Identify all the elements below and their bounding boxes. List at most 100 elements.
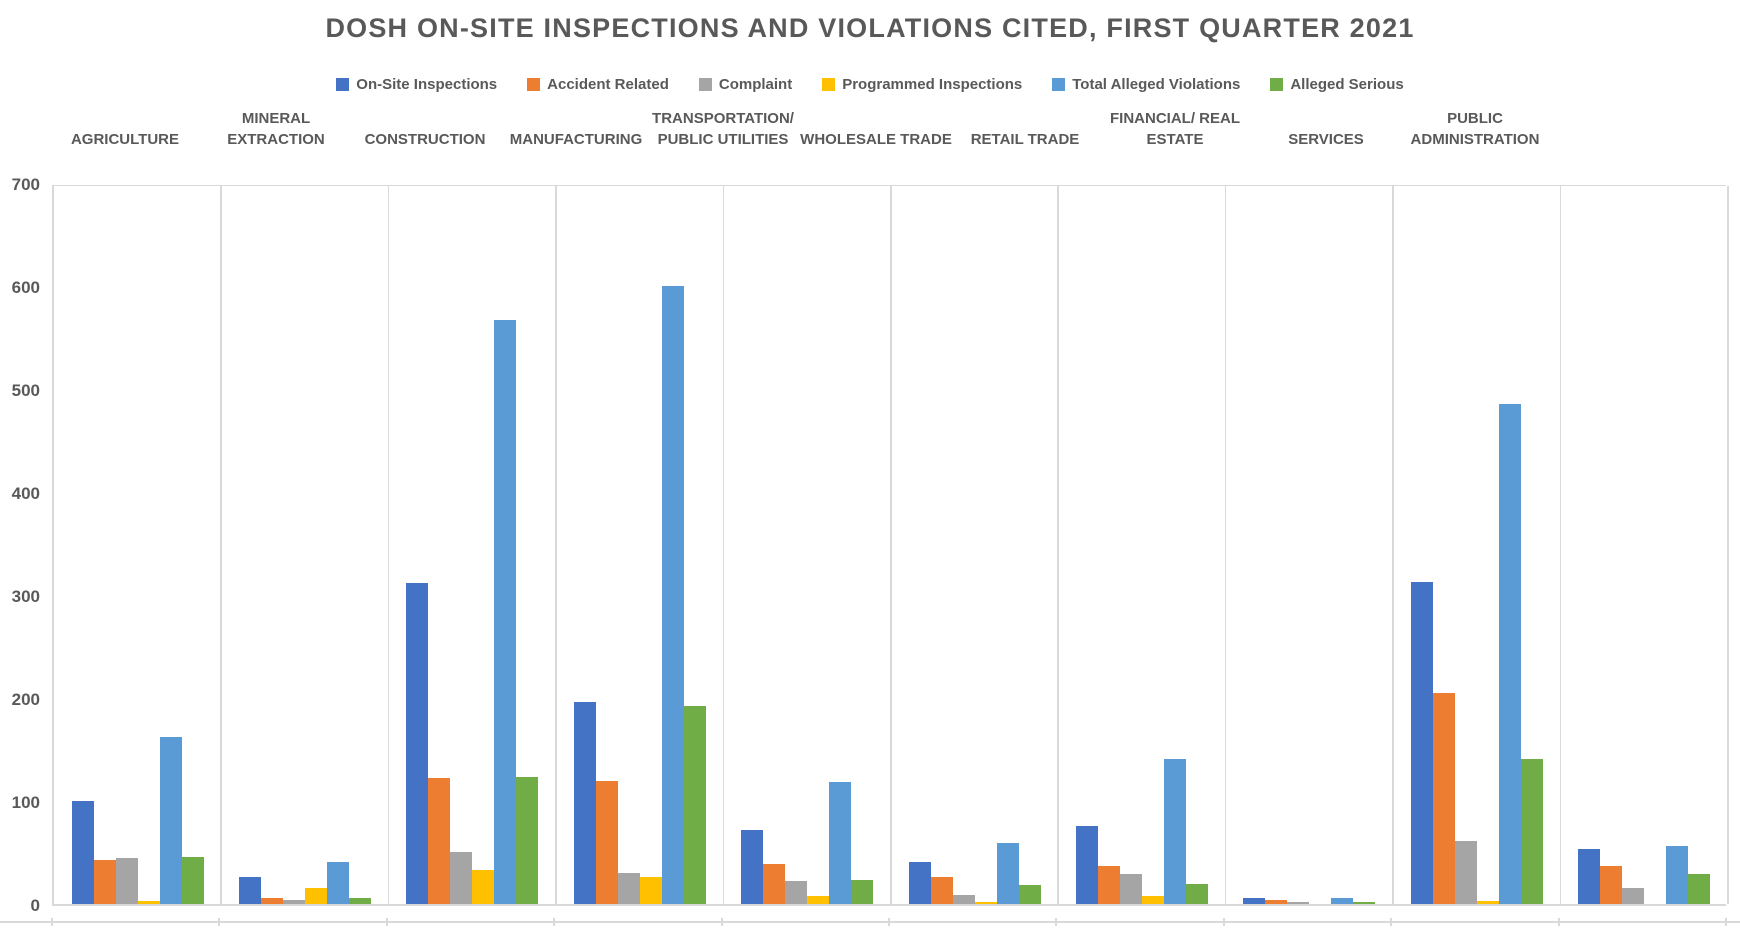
category-axis-tick xyxy=(888,918,890,926)
bar xyxy=(71,801,94,904)
category-label: PUBLIC ADMINISTRATION xyxy=(1410,110,1540,148)
bar xyxy=(617,873,640,904)
bar-group xyxy=(1058,186,1225,904)
category-divider-line xyxy=(1559,186,1562,904)
bar xyxy=(1265,900,1288,904)
bar xyxy=(1186,884,1209,904)
bar xyxy=(516,777,539,904)
y-axis-tick-label: 600 xyxy=(11,278,40,297)
bar xyxy=(763,864,786,904)
category-axis-tick xyxy=(1222,918,1225,926)
legend-label: Alleged Serious xyxy=(1290,76,1404,93)
legend-label: Accident Related xyxy=(547,76,669,93)
bar xyxy=(1164,759,1187,904)
bar xyxy=(1076,826,1099,904)
bar xyxy=(785,881,808,904)
legend-item: Programmed Inspections xyxy=(822,76,1022,93)
y-axis-tick-label: 700 xyxy=(11,175,40,194)
bar xyxy=(494,320,517,904)
bar xyxy=(930,877,953,904)
plot-area xyxy=(52,185,1729,906)
legend-swatch-icon xyxy=(1052,78,1066,91)
y-axis-tick-label: 0 xyxy=(30,896,40,915)
legend-swatch-icon xyxy=(1270,78,1284,91)
legend-swatch-icon xyxy=(336,78,350,91)
bar xyxy=(1353,902,1376,904)
category-label: MINERAL EXTRACTION xyxy=(227,110,325,148)
category-divider-line xyxy=(890,186,892,904)
bar xyxy=(1432,693,1455,904)
bar xyxy=(639,877,662,904)
category-divider-line xyxy=(1392,186,1394,904)
legend-label: Programmed Inspections xyxy=(842,76,1023,93)
bar-group xyxy=(724,186,891,904)
bar xyxy=(1688,874,1711,904)
bar xyxy=(1018,885,1041,904)
bar-group xyxy=(891,186,1058,904)
bar xyxy=(807,896,830,904)
bar xyxy=(1142,896,1165,904)
legend-label: Complaint xyxy=(718,76,793,93)
bar xyxy=(1498,404,1521,904)
bar xyxy=(1600,866,1623,904)
category-label: RETAIL TRADE xyxy=(970,131,1080,148)
bar-group xyxy=(1393,186,1560,904)
bar xyxy=(450,852,473,904)
category-label: TRANSPORTATION/ PUBLIC UTILITIES xyxy=(652,110,794,148)
bar-group xyxy=(1561,186,1728,904)
bar xyxy=(406,583,429,904)
category-divider-line xyxy=(1727,186,1729,904)
bar xyxy=(851,880,874,904)
bar-group xyxy=(221,186,388,904)
category-label: AGRICULTURE xyxy=(70,131,180,148)
legend-swatch-icon xyxy=(527,78,541,91)
category-axis-tick xyxy=(1725,918,1727,926)
bar xyxy=(1331,898,1354,904)
category-label: FINANCIAL/ REAL ESTATE xyxy=(1110,110,1240,148)
bar xyxy=(472,870,495,904)
bar xyxy=(137,901,160,904)
bar xyxy=(1520,759,1543,904)
bar xyxy=(1120,874,1143,904)
bar xyxy=(115,858,138,904)
category-divider-line xyxy=(722,186,725,904)
category-divider-line xyxy=(1224,186,1227,904)
bar xyxy=(283,900,306,904)
category-axis-tick xyxy=(1055,918,1058,926)
category-axis-tick xyxy=(1557,918,1560,926)
legend-item: On-Site Inspections xyxy=(336,76,497,93)
bar xyxy=(1578,849,1601,904)
legend-swatch-icon xyxy=(822,78,836,91)
bar xyxy=(1454,841,1477,904)
bar xyxy=(683,706,706,904)
category-axis-tick xyxy=(553,918,556,926)
legend-label: Total Alleged Violations xyxy=(1072,76,1241,93)
bar xyxy=(573,702,596,904)
bar-group xyxy=(389,186,556,904)
category-label: CONSTRUCTION xyxy=(364,131,486,148)
bar xyxy=(181,857,204,904)
category-axis-tick xyxy=(218,918,221,926)
bar xyxy=(428,778,451,904)
bar xyxy=(952,895,975,904)
bar xyxy=(1666,846,1689,904)
bar xyxy=(305,888,328,904)
legend-item: Total Alleged Violations xyxy=(1052,76,1240,93)
bar xyxy=(974,902,997,904)
legend-swatch-icon xyxy=(698,78,712,91)
bar xyxy=(1410,582,1433,904)
bar xyxy=(996,843,1019,904)
legend-item: Accident Related xyxy=(527,76,669,93)
chart-title: DOSH ON-SITE INSPECTIONS AND VIOLATIONS … xyxy=(325,13,1415,43)
category-divider-line xyxy=(1057,186,1059,904)
category-label: SERVICES xyxy=(1288,131,1364,148)
legend-item: Complaint xyxy=(698,76,793,93)
category-divider-line xyxy=(220,186,222,904)
bar xyxy=(327,862,350,904)
bar-group xyxy=(556,186,723,904)
category-axis-tick xyxy=(385,918,388,926)
bar xyxy=(93,860,116,904)
bar xyxy=(741,830,764,904)
y-axis-tick-label: 500 xyxy=(11,381,40,400)
